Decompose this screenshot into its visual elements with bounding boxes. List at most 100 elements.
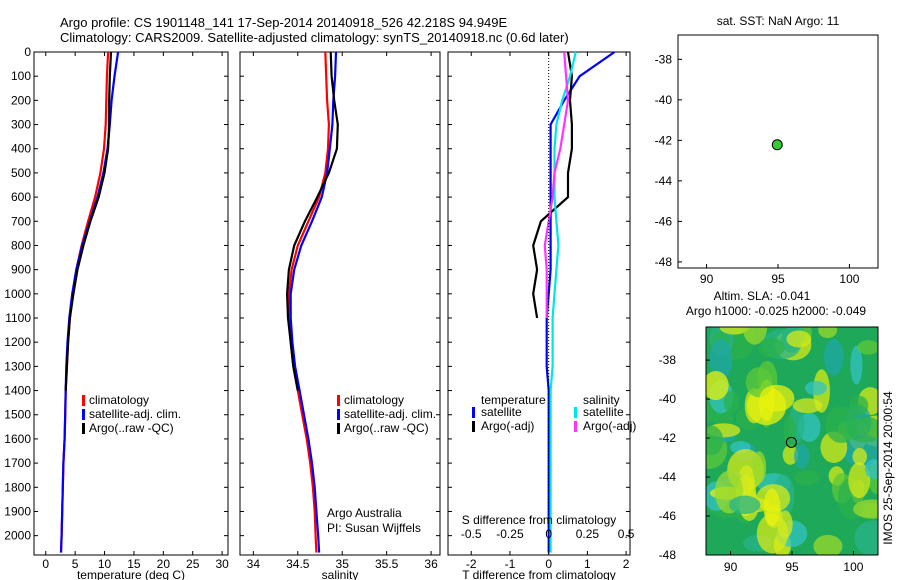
temperature-xtick-label: 5 (72, 557, 79, 571)
altimetry-cell (706, 371, 729, 401)
location-ytick-label: -42 (655, 133, 673, 147)
altimetry-cell (825, 406, 858, 444)
location-xtick-label: 95 (771, 272, 785, 286)
difference-legend-label: Argo(-adj) (583, 419, 636, 433)
salinity-legend-label: Argo(..raw -QC) (344, 421, 429, 435)
difference-s-tick-label: 0.25 (576, 527, 600, 541)
altimetry-cell (813, 534, 843, 555)
location-ytick-label: -46 (655, 214, 673, 228)
temperature-xtick-label: 10 (98, 557, 112, 571)
altimetry-cell (854, 520, 878, 555)
altimetry-ytick-label: -42 (659, 431, 677, 445)
difference-series-3 (543, 51, 570, 318)
depth-tick-label: 600 (11, 190, 31, 204)
altimetry-ytick-label: -48 (659, 548, 677, 562)
depth-tick-label: 1500 (4, 408, 31, 422)
difference-s-tick-label: -0.5 (461, 527, 482, 541)
altimetry-cell (719, 327, 750, 335)
difference-legend-swatch (472, 407, 475, 418)
salinity-xtick-label: 35.5 (375, 557, 399, 571)
difference-legend-swatch (574, 407, 577, 418)
difference-s-tick-label: 0 (545, 527, 552, 541)
annotation-line: Argo Australia (327, 506, 402, 520)
difference-series-1 (532, 51, 574, 319)
difference-frame (447, 51, 631, 556)
salinity-xtick-label: 34 (247, 557, 261, 571)
depth-tick-label: 1400 (4, 384, 31, 398)
difference-legend-label: Argo(-adj) (481, 419, 534, 433)
temperature-legend-label: Argo(..raw -QC) (89, 421, 174, 435)
profile-location-marker (771, 139, 783, 151)
difference-xtick-label: -2 (466, 557, 477, 571)
location-xtick-label: 90 (700, 272, 714, 286)
altimetry-cell (709, 338, 733, 381)
altimetry-cell (864, 459, 878, 479)
altimetry-cell (763, 488, 781, 527)
depth-tick-label: 1800 (4, 480, 31, 494)
altimetry-cell (783, 415, 796, 448)
altimetry-cell (706, 425, 724, 456)
altimetry-ytick-label: -40 (659, 392, 677, 406)
altimetry-ytick-label: -44 (659, 470, 677, 484)
page-title: Argo profile: CS 1901148_141 17-Sep-2014… (60, 15, 508, 30)
depth-tick-label: 500 (11, 166, 31, 180)
location-ytick-label: -38 (655, 52, 673, 66)
temperature-xtick-label: 20 (157, 557, 171, 571)
side-label: IMOS 25-Sep-2014 20:00:54 (881, 391, 895, 545)
temperature-xlabel: temperature (deg C) (77, 568, 185, 580)
altimetry-title: Altim. SLA: -0.041 (714, 289, 811, 303)
temperature-xtick-label: 25 (186, 557, 200, 571)
altimetry-cell (758, 337, 785, 358)
salinity-legend-swatch (337, 395, 340, 406)
altimetry-cell (723, 390, 739, 414)
altimetry-cell (752, 451, 767, 484)
location-ytick-label: -48 (655, 255, 673, 269)
difference-top-xlabel: S difference from climatology (462, 513, 617, 527)
salinity-xtick-label: 36 (424, 557, 438, 571)
temperature-xtick-label: 0 (42, 557, 49, 571)
depth-tick-label: 0 (24, 45, 31, 59)
difference-series-2 (549, 51, 577, 553)
salinity-legend-label: climatology (344, 393, 404, 407)
altimetry-ytick-label: -46 (659, 509, 677, 523)
altimetry-cell (759, 384, 795, 412)
altimetry-xtick-label: 90 (724, 560, 738, 574)
salinity-legend-label: satellite-adj. clim. (344, 407, 436, 421)
depth-tick-label: 100 (11, 69, 31, 83)
difference-xtick-label: 1 (584, 557, 591, 571)
difference-s-tick-label: -0.25 (496, 527, 524, 541)
altimetry-field (706, 327, 878, 555)
altimetry-cell (852, 447, 867, 466)
temperature-series-2 (64, 51, 113, 391)
difference-legend-swatch (472, 421, 475, 432)
depth-tick-label: 1200 (4, 335, 31, 349)
salinity-frame (239, 51, 441, 556)
depth-tick-label: 1300 (4, 359, 31, 373)
difference-legend-header: salinity (583, 393, 620, 407)
difference-legend-label: satellite (481, 405, 522, 419)
depth-tick-label: 1000 (4, 287, 31, 301)
depth-tick-label: 1100 (5, 311, 31, 325)
altimetry-cell (849, 395, 869, 416)
location-xtick-label: 100 (839, 272, 859, 286)
difference-xtick-label: 0 (545, 557, 552, 571)
temperature-legend-swatch (82, 423, 85, 434)
salinity-series-2 (285, 51, 339, 391)
location-ytick-label: -40 (655, 93, 673, 107)
difference-legend-header: temperature (481, 393, 546, 407)
location-title: sat. SST: NaN Argo: 11 (717, 14, 840, 28)
altimetry-cell (848, 462, 871, 499)
difference-xlabel: T difference from climatology (462, 568, 616, 580)
salinity-xtick-label: 35 (336, 557, 350, 571)
altimetry-subtitle: Argo h1000: -0.025 h2000: -0.049 (686, 304, 866, 318)
altimetry-cell (793, 470, 820, 486)
temperature-legend-swatch (82, 395, 85, 406)
difference-legend-label: satellite (583, 405, 624, 419)
depth-tick-label: 1700 (4, 456, 31, 470)
salinity-xlabel: salinity (322, 568, 359, 580)
difference-s-tick-label: 0.5 (618, 527, 635, 541)
altimetry-ytick-label: -38 (659, 353, 677, 367)
salinity-series-1 (289, 51, 338, 553)
temperature-legend-swatch (82, 409, 85, 420)
